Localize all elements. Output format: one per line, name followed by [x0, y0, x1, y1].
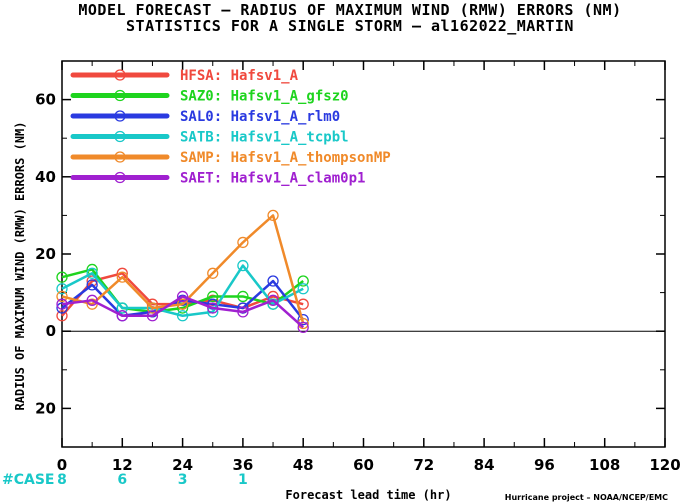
legend-marker-5: [114, 171, 126, 184]
series-line-5: [61, 295, 305, 329]
series-point-5: [237, 306, 249, 318]
x-tick-label: 108: [589, 456, 620, 474]
series-point-3: [116, 302, 128, 314]
legend-marker-0: [114, 69, 126, 81]
x-tick-label: 84: [474, 456, 495, 474]
series-point-3: [86, 267, 98, 279]
series-line-3: [61, 264, 304, 318]
series-point-4: [267, 209, 279, 222]
y-tick-label: 60: [35, 91, 56, 109]
series-point-4: [237, 236, 249, 249]
series-point-5: [267, 294, 279, 306]
series-point-0: [56, 310, 68, 322]
series-point-5: [116, 310, 128, 322]
x-tick-label: 12: [112, 456, 133, 474]
y-tick-label: 0: [46, 322, 56, 340]
series-line-1: [61, 268, 304, 314]
series-point-1: [207, 290, 219, 303]
legend-marker-1: [114, 89, 126, 102]
legend-label-0: HFSA: Hafsv1_A: [180, 68, 299, 84]
series-point-3: [56, 283, 68, 295]
series-point-5: [297, 321, 309, 333]
case-count-value: 6: [117, 472, 127, 488]
x-axis-label: Forecast lead time (hr): [285, 488, 451, 502]
series-point-1: [297, 275, 309, 287]
legend-label-1: SAZ0: Hafsv1_A_gfsz0: [180, 89, 349, 105]
chart-title: MODEL FORECAST – RADIUS OF MAXIMUM WIND …: [78, 1, 622, 19]
legend-marker-2: [114, 110, 126, 122]
y-tick-label: 40: [35, 168, 56, 186]
x-tick-label: 72: [413, 456, 434, 474]
series-point-4: [116, 271, 128, 283]
case-count-value: 8: [57, 472, 67, 488]
series-point-5: [56, 298, 68, 310]
legend-label-4: SAMP: Hafsv1_A_thompsonMP: [180, 150, 391, 166]
legend-marker-3: [114, 130, 126, 143]
legend-label-3: SATB: Hafsv1_A_tcpbl: [180, 130, 349, 146]
legend-label-2: SAL0: Hafsv1_A_rlm0: [180, 109, 340, 125]
legend-marker-4: [114, 151, 126, 163]
x-tick-label: 36: [232, 456, 253, 474]
legend-label-5: SAET: Hafsv1_A_clam0p1: [180, 171, 365, 187]
series-line-4: [61, 214, 305, 324]
series-point-4: [56, 290, 68, 303]
series-point-4: [146, 302, 159, 314]
series-point-3: [237, 259, 249, 272]
series-point-2: [86, 279, 98, 291]
y-axis-label: RADIUS OF MAXIMUM WIND (RMW) ERRORS (NM): [13, 122, 27, 411]
series-point-3: [176, 310, 189, 322]
x-tick-label: 60: [353, 456, 374, 474]
series-point-5: [176, 290, 189, 303]
series-point-4: [176, 298, 189, 310]
plot-frame: [61, 60, 666, 448]
case-count-value: 3: [178, 472, 188, 488]
credit-text: Hurricane project – NOAA/NCEP/EMC: [505, 493, 668, 502]
chart-subtitle: STATISTICS FOR A SINGLE STORM – al162022…: [126, 17, 574, 35]
series-point-2: [297, 313, 309, 326]
x-tick-label: 120: [649, 456, 680, 474]
series-point-3: [297, 283, 309, 295]
y-tick-label: 20: [35, 399, 56, 417]
series-point-5: [207, 302, 219, 314]
series-point-5: [146, 310, 159, 322]
x-tick-label: 24: [172, 456, 193, 474]
series-point-1: [56, 271, 68, 283]
series-point-1: [237, 290, 249, 303]
case-count-label: #CASE: [2, 472, 55, 488]
x-tick-label: 0: [57, 456, 67, 474]
series-point-4: [207, 267, 219, 279]
x-tick-label: 48: [293, 456, 314, 474]
case-count-value: 1: [238, 472, 248, 488]
x-tick-label: 96: [534, 456, 555, 474]
series-point-2: [267, 275, 279, 287]
series-point-5: [86, 294, 98, 306]
y-tick-label: 20: [35, 245, 56, 263]
